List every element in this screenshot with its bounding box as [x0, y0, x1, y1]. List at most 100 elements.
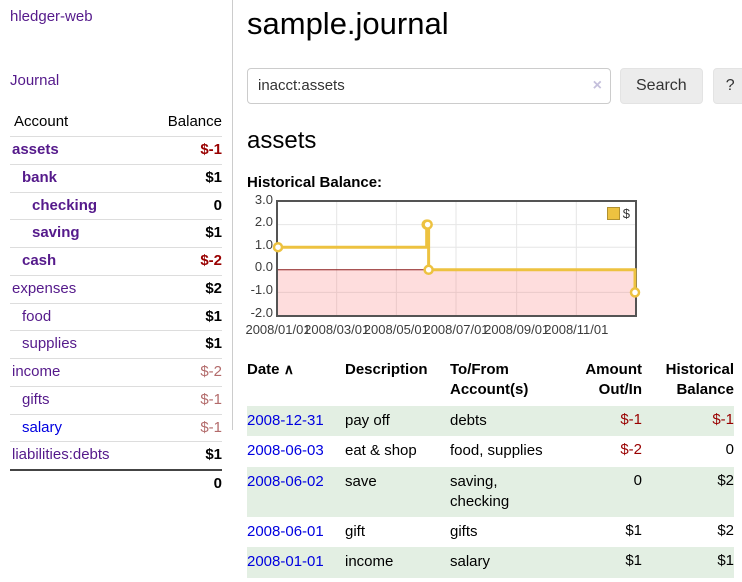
transaction-balance-cell: $-1 [712, 411, 734, 429]
sidebar-item-journal[interactable]: Journal [10, 72, 60, 89]
transaction-date-cell: 2008-06-02 [247, 467, 345, 518]
data-point-marker[interactable] [423, 264, 434, 275]
chart-section-label: Historical Balance: [247, 173, 383, 191]
sidebar-account-link-gifts[interactable]: gifts [22, 390, 50, 408]
account-row: checking 0 [10, 191, 222, 220]
sidebar-account-link-assets[interactable]: assets [12, 141, 59, 158]
sidebar-account-link-cash[interactable]: cash [22, 252, 57, 269]
app-title-link[interactable]: hledger-web [10, 8, 93, 25]
y-axis-tick: 3.0 [254, 191, 273, 207]
balance-column-header: Balance [167, 113, 222, 130]
sidebar-account-link-supplies[interactable]: supplies [22, 335, 78, 353]
transaction-amount-cell: $-1 [620, 411, 642, 429]
transaction-description-cell: save [345, 472, 377, 490]
transaction-description-cell: eat & shop [345, 442, 417, 460]
transaction-row[interactable]: 2008-06-01 gift gifts $1 $2 [247, 517, 734, 547]
account-row: cash $-2 [10, 247, 222, 275]
transaction-date-link[interactable]: 2008-06-03 [247, 442, 324, 460]
account-balance: 0 [213, 196, 222, 214]
account-row: income $-2 [10, 358, 222, 386]
transaction-date-link[interactable]: 2008-06-01 [247, 523, 324, 541]
y-axis-tick: -2.0 [250, 304, 273, 320]
register-table: Date ∧ Description To/From Account(s) Am… [247, 356, 734, 578]
data-point-marker[interactable] [422, 218, 433, 230]
sidebar-account-link-expenses[interactable]: expenses [12, 279, 77, 297]
data-point-marker[interactable] [272, 241, 284, 253]
col-header-tofrom: To/From Account(s) [450, 360, 529, 398]
transaction-balance-cell: 0 [725, 441, 734, 459]
transaction-accounts-cell: salary [450, 553, 491, 571]
transaction-date-link[interactable]: 2008-12-31 [247, 412, 324, 430]
transaction-date-link[interactable]: 2008-01-01 [247, 553, 324, 571]
transaction-description-cell: income [345, 553, 394, 571]
x-axis-tick: 2008/03/01 [304, 321, 370, 337]
x-axis-tick: 2008/11/01 [544, 321, 609, 337]
account-balance: $-1 [200, 141, 222, 158]
account-row: supplies $1 [10, 330, 222, 358]
sidebar: hledger-web Journal Account Balance asse… [10, 8, 222, 496]
transaction-row[interactable]: 2008-06-03 eat & shop food, supplies $-2 0 [247, 436, 734, 466]
register-header-row: Date ∧ Description To/From Account(s) Am… [247, 356, 734, 407]
account-balance: $-2 [200, 363, 222, 380]
transaction-accounts-cell: debts [450, 412, 487, 430]
col-header-date[interactable]: Date ∧ [247, 360, 294, 378]
transaction-amount-cell: $1 [625, 522, 642, 540]
account-balance: $-2 [200, 252, 222, 269]
sidebar-account-link-saving[interactable]: saving [32, 224, 80, 242]
sidebar-account-link-salary[interactable]: salary [22, 418, 63, 436]
col-header-description: Description [345, 360, 428, 378]
transaction-amount-cell: 0 [633, 471, 642, 489]
transaction-balance-cell: $2 [717, 471, 734, 489]
transaction-accounts-cell: food, supplies [450, 442, 543, 460]
transaction-balance-cell: $2 [717, 522, 734, 540]
negative-region-shading [278, 269, 635, 315]
account-row: expenses $2 [10, 274, 222, 303]
chart-plot-area: $ [272, 199, 641, 317]
page-title: sample.journal [247, 6, 449, 41]
clear-search-icon[interactable]: × [592, 76, 602, 94]
col-header-amount: Amount Out/In [585, 360, 642, 398]
transaction-date-cell: 2008-06-03 [247, 436, 345, 466]
main-content: sample.journal × Search ? assets Histori… [245, 0, 742, 578]
transaction-description-cell: gift [345, 523, 366, 541]
transaction-amount-cell: $1 [625, 552, 642, 570]
x-axis-tick: 2008/05/01 [363, 321, 429, 337]
y-axis-tick: -1.0 [250, 282, 273, 298]
transaction-row[interactable]: 2008-06-02 save saving, checking 0 $2 [247, 466, 734, 518]
sidebar-account-link-checking[interactable]: checking [32, 196, 98, 214]
account-column-header: Account [14, 113, 69, 130]
chart-canvas [272, 201, 641, 315]
transaction-date-cell: 2008-12-31 [247, 406, 345, 436]
account-row: liabilities:debts $1 [10, 441, 222, 469]
sidebar-account-link-liabilities-debts[interactable]: liabilities:debts [12, 446, 110, 464]
account-balance: $-1 [200, 418, 222, 436]
sidebar-account-link-food[interactable]: food [22, 307, 52, 325]
transaction-balance-cell: $1 [717, 552, 734, 570]
search-button[interactable]: Search [620, 67, 703, 104]
transaction-date-link[interactable]: 2008-06-02 [247, 472, 324, 490]
account-row: saving $1 [10, 219, 222, 247]
account-row: food $1 [10, 302, 222, 331]
transaction-date-cell: 2008-01-01 [247, 547, 345, 577]
sort-ascending-icon: ∧ [283, 360, 294, 377]
transaction-accounts-cell: saving, checking [450, 472, 510, 510]
transaction-row[interactable]: 2008-01-01 income salary $1 $1 [247, 547, 734, 578]
account-row: assets $-1 [10, 136, 222, 164]
sidebar-account-link-bank[interactable]: bank [22, 168, 58, 186]
sidebar-account-link-income[interactable]: income [12, 363, 61, 380]
col-header-balance: Historical Balance [665, 360, 734, 398]
x-axis-tick: 2008/07/01 [423, 321, 489, 337]
accounts-total-row: 0 [10, 469, 222, 496]
transaction-row[interactable]: 2008-12-31 pay off debts $-1 $-1 [247, 406, 734, 437]
search-input[interactable] [247, 67, 611, 104]
account-balance: $-1 [200, 390, 222, 408]
legend-swatch-icon [606, 206, 620, 220]
account-row: gifts $-1 [10, 385, 222, 414]
chart-legend: $ [606, 205, 630, 221]
y-axis-tick: 0.0 [254, 259, 273, 275]
account-balance: $2 [205, 279, 222, 297]
help-button[interactable]: ? [712, 67, 742, 104]
account-row: bank $1 [10, 163, 222, 192]
data-point-marker[interactable] [629, 286, 641, 298]
legend-label: $ [622, 205, 630, 221]
